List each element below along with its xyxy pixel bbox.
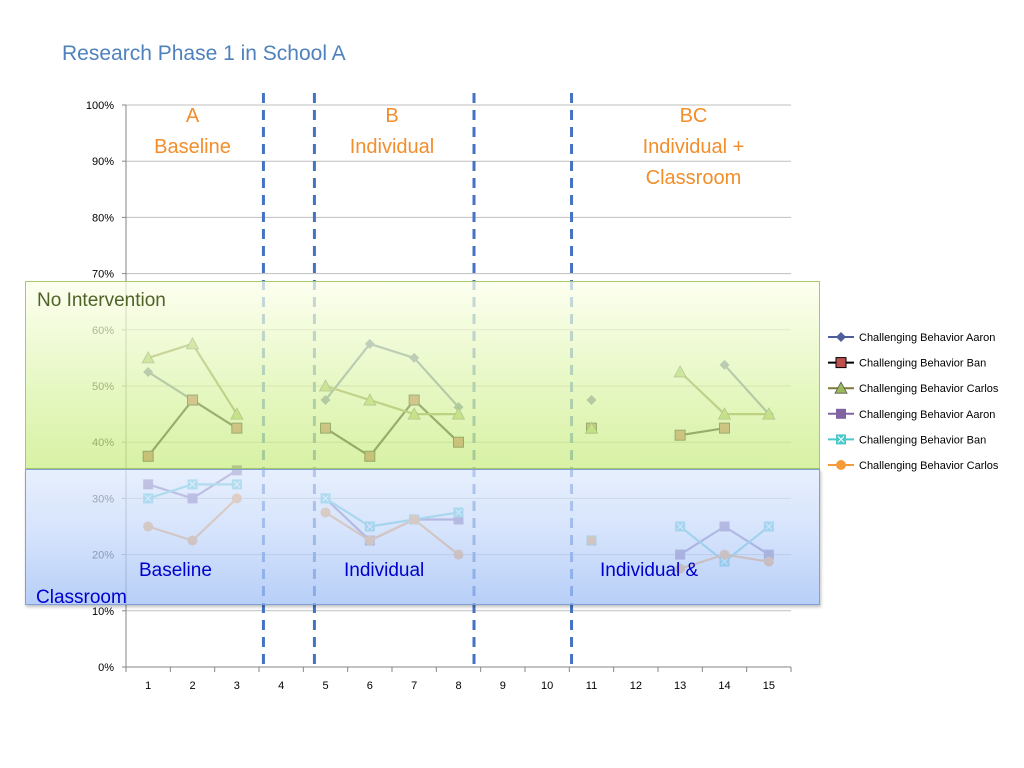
legend-item: Challenging Behavior Aaron <box>828 408 995 421</box>
x-tick-label: 1 <box>145 680 151 692</box>
x-tick-label: 5 <box>322 680 328 692</box>
x-tick-label: 6 <box>367 680 373 692</box>
x-tick-label: 3 <box>234 680 240 692</box>
x-tick-label: 15 <box>763 680 775 692</box>
legend-item: Challenging Behavior Carlos <box>828 460 999 472</box>
phase-label: A <box>186 105 200 127</box>
no-intervention-label: No Intervention <box>37 290 166 311</box>
legend-marker <box>834 381 848 394</box>
y-tick-label: 0% <box>98 662 114 674</box>
x-tick-label: 8 <box>455 680 461 692</box>
classroom-individual-label: Individual <box>344 560 425 581</box>
legend-label: Challenging Behavior Carlos <box>859 460 999 472</box>
legend-label: Challenging Behavior Carlos <box>859 383 999 395</box>
legend-item: Challenging Behavior Ban <box>828 357 986 370</box>
phase-label: Baseline <box>154 136 231 158</box>
y-tick-label: 90% <box>92 156 114 168</box>
legend-marker <box>836 408 846 419</box>
phase-label: Individual <box>350 136 435 158</box>
phase-label: BC <box>680 105 708 127</box>
phase-label: Classroom <box>646 167 742 189</box>
phase-label: Individual + <box>643 136 745 158</box>
legend-marker <box>836 332 846 342</box>
x-tick-label: 13 <box>674 680 686 692</box>
x-tick-label: 10 <box>541 680 553 692</box>
legend-label: Challenging Behavior Aaron <box>859 409 995 421</box>
legend-label: Challenging Behavior Ban <box>859 358 986 370</box>
legend-marker <box>835 357 847 369</box>
classroom-baseline-label: Baseline <box>139 560 212 581</box>
legend-item: Challenging Behavior Aaron <box>828 332 995 344</box>
legend-label: Challenging Behavior Aaron <box>859 332 995 344</box>
y-tick-label: 100% <box>86 100 114 112</box>
classroom-label: Classroom <box>36 587 127 608</box>
x-tick-label: 11 <box>586 680 597 692</box>
x-tick-label: 14 <box>718 680 730 692</box>
legend-marker <box>836 434 846 445</box>
x-tick-label: 4 <box>278 680 284 692</box>
y-tick-label: 80% <box>92 212 114 224</box>
slide-title: Research Phase 1 in School A <box>62 42 346 65</box>
classroom-individual-and-label: Individual & <box>600 560 699 581</box>
legend-item: Challenging Behavior Carlos <box>828 381 999 395</box>
x-tick-label: 7 <box>411 680 417 692</box>
legend-marker <box>836 460 846 470</box>
no-intervention-overlay: No Intervention <box>25 281 820 469</box>
classroom-overlay: Baseline Individual Individual & Classro… <box>25 469 820 608</box>
legend-label: Challenging Behavior Ban <box>859 434 986 446</box>
y-tick-label: 10% <box>92 606 114 618</box>
x-tick-label: 12 <box>630 680 642 692</box>
legend-item: Challenging Behavior Ban <box>828 434 986 446</box>
y-tick-label: 70% <box>92 269 114 281</box>
x-tick-label: 9 <box>500 680 506 692</box>
phase-label: B <box>385 105 398 127</box>
x-tick-label: 2 <box>189 680 195 692</box>
